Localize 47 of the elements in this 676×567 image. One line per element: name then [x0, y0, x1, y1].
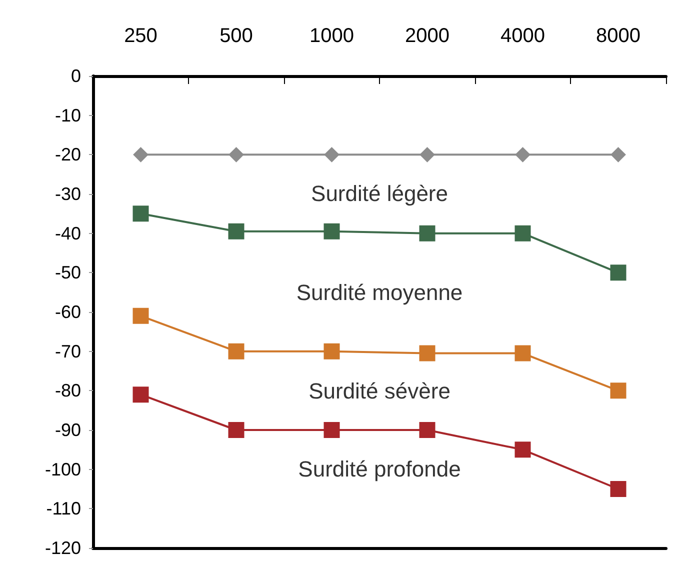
y-tick-label: -120: [44, 538, 81, 558]
point: [419, 422, 436, 438]
point: [228, 223, 244, 240]
point: [610, 147, 626, 162]
y-tick-label: -50: [54, 262, 81, 283]
x-tick-label: 4000: [500, 25, 545, 47]
point: [132, 206, 149, 222]
x-tick-label: 8000: [596, 25, 640, 47]
x-tick-label: 500: [220, 25, 253, 47]
point: [132, 308, 149, 324]
point: [610, 264, 626, 281]
point: [228, 422, 244, 438]
y-tick-label: -10: [54, 105, 81, 126]
annotation: Surdité sévère: [308, 378, 450, 404]
point: [514, 442, 531, 458]
point: [133, 147, 148, 162]
point: [610, 481, 626, 497]
y-tick-label: -60: [54, 302, 81, 322]
x-tick-label: 250: [124, 25, 158, 47]
y-tick-label: 0: [70, 66, 81, 86]
y-tick-label: -80: [54, 380, 81, 401]
point: [132, 386, 149, 403]
x-tick-label: 1000: [310, 25, 354, 47]
point: [420, 147, 435, 162]
point: [514, 225, 531, 242]
point: [514, 345, 531, 362]
point: [419, 345, 436, 362]
y-tick-label: -30: [54, 184, 81, 204]
y-tick-label: -90: [54, 420, 81, 440]
annotation: Surdité profonde: [298, 456, 461, 482]
y-tick-label: -110: [46, 498, 81, 519]
point: [324, 147, 340, 162]
point: [324, 223, 340, 240]
y-tick-label: -20: [54, 144, 81, 165]
x-tick-label: 2000: [405, 25, 450, 47]
point: [610, 382, 626, 399]
point: [324, 422, 340, 438]
y-tick-label: -40: [54, 223, 81, 244]
y-tick-label: -70: [54, 341, 81, 362]
point: [515, 147, 530, 162]
point: [228, 147, 244, 162]
annotation: Surdité moyenne: [296, 280, 463, 305]
point: [228, 343, 244, 360]
point: [419, 225, 436, 242]
annotation: Surdité légère: [311, 181, 448, 206]
y-tick-label: -100: [44, 459, 81, 480]
point: [324, 343, 340, 360]
